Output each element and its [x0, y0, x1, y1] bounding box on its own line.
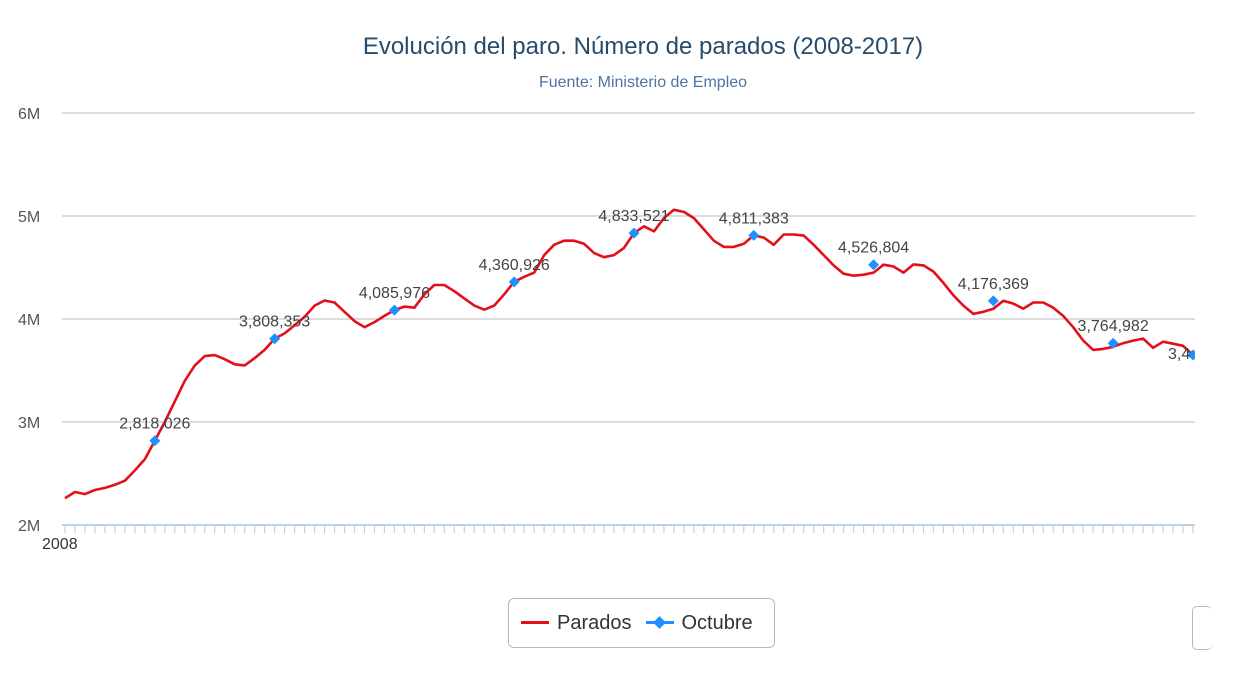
y-tick-label: 3M — [18, 415, 40, 432]
data-label: 4,176,369 — [958, 276, 1029, 293]
grid-lines — [62, 112, 1195, 423]
octubre-marker[interactable] — [269, 333, 281, 345]
legend-label-octubre: Octubre — [681, 611, 753, 634]
octubre-marker[interactable] — [149, 435, 161, 447]
octubre-marker[interactable] — [388, 304, 400, 316]
octubre-marker[interactable] — [868, 259, 880, 271]
octubre-marker[interactable] — [748, 229, 760, 241]
legend-swatch-octubre — [645, 616, 674, 630]
octubre-marker[interactable] — [628, 227, 640, 239]
legend-swatch-parados — [521, 616, 549, 630]
data-label: 3,764,982 — [1078, 318, 1149, 335]
y-tick-label: 4M — [18, 312, 40, 329]
data-label: 3,4 — [1168, 346, 1190, 363]
chart-subtitle: Fuente: Ministerio de Empleo — [539, 74, 747, 91]
chart-title: Evolución del paro. Número de parados (2… — [363, 33, 923, 60]
octubre-marker[interactable] — [1107, 337, 1119, 349]
y-tick-label: 5M — [18, 209, 40, 226]
legend-item-octubre[interactable]: Octubre — [645, 611, 753, 635]
data-label: 2,818,026 — [119, 416, 190, 433]
legend: Parados Octubre — [508, 598, 775, 648]
data-label: 4,811,383 — [719, 210, 789, 227]
octubre-marker[interactable] — [987, 295, 999, 307]
y-axis-labels: 2M 3M 4M 5M 6M — [18, 106, 40, 535]
data-label: 4,833,521 — [598, 208, 669, 225]
y-tick-label: 2M — [18, 518, 40, 535]
x-axis: 2008 — [42, 524, 1195, 553]
octubre-markers — [149, 227, 1199, 447]
data-label: 4,360,926 — [479, 257, 550, 274]
series-line-parados — [64, 208, 1194, 500]
legend-item-parados[interactable]: Parados — [521, 612, 632, 635]
octubre-marker[interactable] — [1187, 349, 1199, 361]
data-label: 4,526,804 — [838, 240, 909, 257]
legend-label-parados: Parados — [557, 611, 632, 634]
data-label: 3,808,353 — [239, 314, 310, 331]
y-tick-label: 6M — [18, 106, 40, 123]
export-menu-button[interactable] — [1192, 606, 1212, 650]
octubre-marker[interactable] — [508, 276, 520, 288]
data-labels: 2,818,026 3,808,353 4,085,976 4,360,926 4,83… — [119, 208, 1190, 433]
data-label: 4,085,976 — [359, 285, 430, 302]
x-tick-label: 2008 — [42, 536, 78, 553]
